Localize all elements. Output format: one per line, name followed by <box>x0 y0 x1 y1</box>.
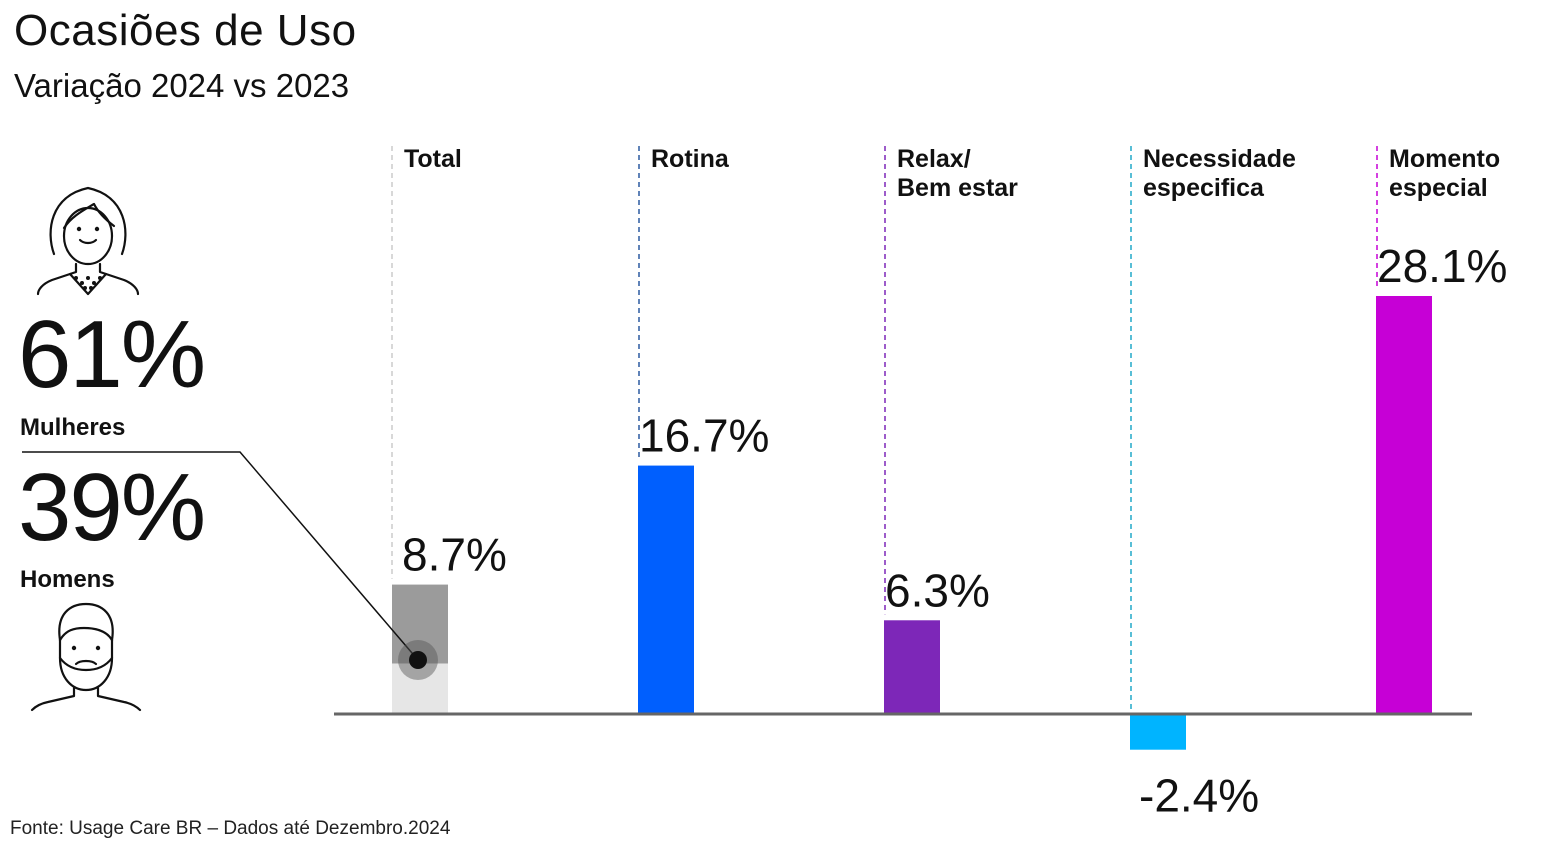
men-percentage: 39% <box>18 454 206 561</box>
woman-icon <box>36 186 140 296</box>
source-note: Fonte: Usage Care BR – Dados até Dezembr… <box>10 818 451 839</box>
value-label-1: 16.7% <box>639 410 769 462</box>
chart-title: Ocasiões de Uso <box>14 6 357 55</box>
category-label-0: Total <box>404 145 462 173</box>
category-label-3: Necessidade especifica <box>1143 145 1296 202</box>
value-label-3: -2.4% <box>1139 770 1259 822</box>
men-label: Homens <box>20 566 115 593</box>
women-label: Mulheres <box>20 414 126 441</box>
chart-subtitle: Variação 2024 vs 2023 <box>14 67 350 104</box>
man-icon <box>30 602 142 712</box>
category-label-2: Relax/Bem estar <box>897 145 1018 202</box>
value-label-0: 8.7% <box>402 529 507 581</box>
category-label-4: Momento especial <box>1389 145 1500 202</box>
bar-2 <box>884 620 940 714</box>
bar-total-women <box>392 584 448 664</box>
women-connector-line <box>22 451 419 661</box>
bar-4 <box>1376 296 1432 714</box>
value-label-2: 6.3% <box>885 564 990 616</box>
bar-3 <box>1130 714 1186 750</box>
category-label-1: Rotina <box>651 145 730 173</box>
value-label-4: 28.1% <box>1377 240 1507 292</box>
connector-marker-dot <box>409 651 427 669</box>
bar-1 <box>638 465 694 714</box>
women-percentage: 61% <box>18 301 206 408</box>
bar-total-men <box>392 663 448 714</box>
